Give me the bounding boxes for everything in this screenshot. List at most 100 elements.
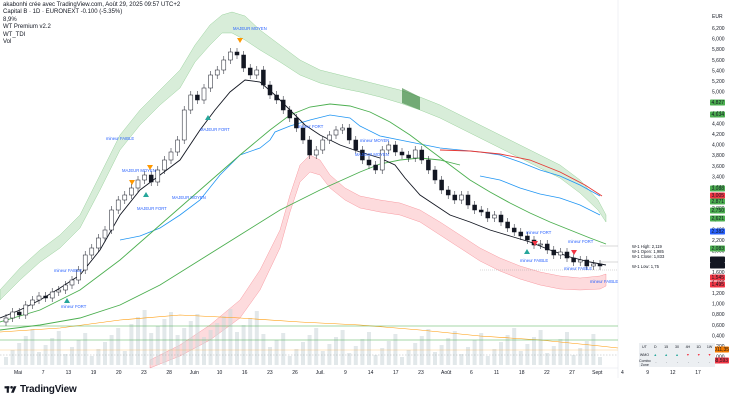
blue-mid-line [479,175,601,216]
table-cell: WMO [639,353,650,357]
candle-body [142,174,147,181]
price-badge [710,262,725,269]
volume-bar [228,309,233,365]
indicator-line[interactable]: WT Premium v2.2 [3,24,51,31]
price-tick-label: 4,200 [712,132,725,138]
price-tick-label: 4,000 [712,143,725,149]
indicator-line[interactable]: 8,9% [3,16,17,23]
candle-body [129,187,134,196]
w1-close-label: W-1 Close: 1,833 [632,254,665,259]
candlesticks[interactable] [3,48,603,326]
plot-area[interactable] [0,22,618,378]
price-tick-label: 1,000 [712,302,725,308]
indicator-line[interactable]: Vol [3,39,12,46]
volume-bar [558,339,563,365]
candle-body [234,51,240,56]
volume-bar [320,351,325,365]
date-tick-label: 17 [695,370,701,376]
volume-bar [400,357,404,365]
date-tick-label: 27 [569,370,575,376]
price-tick-label: 2,200 [712,238,725,244]
volume-bar [386,341,391,365]
candle-body [511,227,517,233]
price-badge [710,228,725,235]
date-tick-label: 6 [470,370,473,376]
volume-bar [116,328,121,365]
volume-bar [373,355,378,365]
volume-bar [518,351,523,365]
candle-body [241,54,246,69]
volume-bar [571,355,576,365]
candle-body [148,174,154,183]
w1-high-label: W-1 High: 2,119 [632,244,663,249]
volume-bar [301,342,305,365]
candle-body [195,94,200,101]
volume-bar [578,348,583,365]
candle-body [63,284,68,291]
table-cell: · [666,361,668,365]
price-badge [710,245,725,252]
candle-body [76,269,81,281]
volume-bar [512,328,517,365]
volume-bar [103,342,107,365]
price-badge-label: 1,833 [712,257,725,263]
signal-label: MAJEUR FORT [137,206,167,211]
blue-upper-line [119,114,601,241]
date-tick-label: Juil. [316,370,325,376]
date-tick-label: 13 [66,370,72,376]
candle-body [208,74,213,89]
candle-body [439,179,444,191]
volume-bar [241,325,246,365]
upper-green-band [0,11,607,301]
volume-bar [281,333,286,365]
weekly-level-labels: W-1 High: 2,119 W-1 Open: 1,985 W-1 Clos… [632,244,665,269]
green-ema-line [0,103,607,323]
signal-label: mineur FORT [568,239,594,244]
volume-bar [532,337,536,365]
signal-label: MAJEUR MOYEN [233,26,267,31]
candle-body [459,194,464,201]
indicator-line[interactable]: WT_TDI [3,31,26,38]
green-slow-ema-line [0,157,461,331]
table-cell: · [687,361,689,365]
volume-bar [492,349,497,365]
date-tick-label: 9 [646,370,649,376]
candle-body [254,69,260,76]
price-badge [710,99,725,106]
date-tick-label: 16 [242,370,248,376]
table-cell: ▲ [664,353,668,357]
signal-label: mineur FORT [298,124,324,129]
candle-body [445,189,451,196]
candle-body [23,304,29,316]
table-cell: 15 [664,345,669,349]
volume-bar [23,336,28,365]
candle-body [261,69,266,86]
candle-body [419,149,425,161]
date-axis[interactable]: Mai 7 13 19 20 23 28 Juin 10 16 23 26 Juil. 9 14 17 23 Ao… [14,370,701,376]
price-tick-label: 3,400 [712,174,725,180]
volume-bar [56,331,61,365]
volume-bar [254,311,259,365]
volume-bar [89,356,94,365]
candle-body [346,127,352,141]
volume-bar [221,316,226,365]
price-badge-label: 2,621 [712,216,725,222]
volume-bar [584,341,589,365]
signal-label: mineur FAIBLE [520,258,548,263]
candle-body [135,179,141,189]
volume-bar [406,350,411,365]
candle-body [426,159,431,171]
brand-footer[interactable]: TradingView [4,381,77,397]
volume-bar [446,338,451,365]
candle-body [373,164,378,171]
date-tick-label: 7 [42,370,45,376]
volume-bar [10,350,15,365]
symbol-line[interactable]: Capital B · 1D · EURONEXT -0.100 (-5.35%… [3,9,123,16]
candle-body [518,231,524,237]
volume-bar [162,319,167,365]
signal-label: mineur FAIBLE [564,266,592,271]
w1-open-label: W-1 Open: 1,985 [632,249,664,254]
volume-bar [551,346,556,365]
volume-bar [142,310,147,365]
